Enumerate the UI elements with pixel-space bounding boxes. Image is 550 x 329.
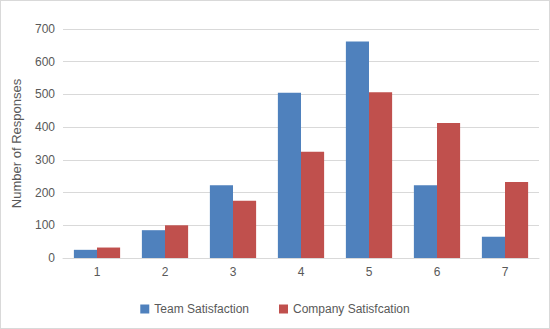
svg-text:Team Satisfaction: Team Satisfaction — [154, 302, 249, 316]
svg-text:5: 5 — [366, 265, 373, 279]
svg-text:0: 0 — [48, 251, 55, 265]
svg-text:4: 4 — [298, 265, 305, 279]
svg-text:700: 700 — [35, 22, 55, 36]
svg-text:3: 3 — [230, 265, 237, 279]
svg-text:1: 1 — [94, 265, 101, 279]
svg-text:7: 7 — [502, 265, 509, 279]
svg-text:100: 100 — [35, 218, 55, 232]
svg-text:200: 200 — [35, 186, 55, 200]
svg-text:Number of Responses: Number of Responses — [9, 78, 24, 208]
svg-text:400: 400 — [35, 120, 55, 134]
svg-text:600: 600 — [35, 55, 55, 69]
svg-text:6: 6 — [434, 265, 441, 279]
svg-text:500: 500 — [35, 87, 55, 101]
svg-text:Company Satisfcation: Company Satisfcation — [293, 302, 410, 316]
svg-text:300: 300 — [35, 153, 55, 167]
svg-text:2: 2 — [162, 265, 169, 279]
